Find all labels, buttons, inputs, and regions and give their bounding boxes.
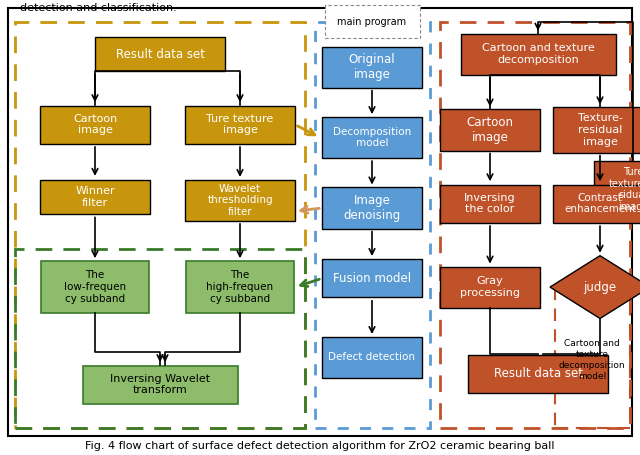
FancyBboxPatch shape — [594, 162, 640, 218]
FancyBboxPatch shape — [552, 107, 640, 153]
FancyBboxPatch shape — [40, 106, 150, 143]
Text: Defect detection: Defect detection — [328, 353, 415, 363]
Text: Gray
processing: Gray processing — [460, 276, 520, 298]
FancyBboxPatch shape — [461, 34, 616, 75]
Text: Wavelet
thresholding
filter: Wavelet thresholding filter — [207, 184, 273, 217]
Text: The
low-frequen
cy subband: The low-frequen cy subband — [64, 270, 126, 303]
FancyBboxPatch shape — [322, 337, 422, 378]
FancyBboxPatch shape — [440, 185, 540, 222]
Text: Fusion model: Fusion model — [333, 272, 411, 285]
Text: Inversing
the color: Inversing the color — [464, 193, 516, 214]
Text: Result data set: Result data set — [115, 48, 205, 61]
Text: Texture-
residual
image: Texture- residual image — [577, 113, 623, 147]
Text: Cartoon
image: Cartoon image — [73, 114, 117, 136]
Text: Winner
filter: Winner filter — [75, 187, 115, 208]
Text: detection and classification.: detection and classification. — [20, 3, 177, 13]
FancyBboxPatch shape — [468, 355, 608, 393]
FancyBboxPatch shape — [322, 117, 422, 158]
Text: Cartoon and
texture
decomposition
model: Cartoon and texture decomposition model — [559, 339, 625, 381]
FancyBboxPatch shape — [552, 185, 640, 222]
Text: The
high-frequen
cy subband: The high-frequen cy subband — [207, 270, 273, 303]
FancyBboxPatch shape — [322, 187, 422, 228]
Polygon shape — [550, 256, 640, 318]
Text: Cartoon and texture
decomposition: Cartoon and texture decomposition — [482, 43, 595, 65]
Text: Cartoon
image: Cartoon image — [467, 116, 513, 144]
FancyBboxPatch shape — [185, 106, 295, 143]
FancyBboxPatch shape — [95, 37, 225, 71]
FancyBboxPatch shape — [83, 366, 237, 404]
Text: Ture
texture-re
sidual
image: Ture texture-re sidual image — [609, 167, 640, 212]
FancyBboxPatch shape — [41, 261, 149, 313]
Text: Original
image: Original image — [349, 53, 396, 81]
Text: Image
denoising: Image denoising — [344, 194, 401, 222]
Text: Fig. 4 flow chart of surface defect detection algorithm for ZrO2 ceramic bearing: Fig. 4 flow chart of surface defect dete… — [85, 441, 555, 451]
FancyBboxPatch shape — [186, 261, 294, 313]
FancyBboxPatch shape — [440, 109, 540, 151]
Text: Decomposition
model: Decomposition model — [333, 127, 411, 148]
FancyBboxPatch shape — [322, 46, 422, 88]
Text: Result data set: Result data set — [493, 367, 582, 380]
Text: main program: main program — [337, 17, 406, 27]
FancyBboxPatch shape — [440, 267, 540, 308]
FancyBboxPatch shape — [325, 5, 420, 38]
FancyBboxPatch shape — [40, 180, 150, 214]
Text: Inversing Wavelet
transform: Inversing Wavelet transform — [110, 374, 210, 395]
Text: Contrast
enhancement: Contrast enhancement — [564, 193, 636, 214]
Text: Ture texture
image: Ture texture image — [206, 114, 274, 136]
FancyBboxPatch shape — [185, 180, 295, 221]
Text: judge: judge — [584, 281, 616, 293]
FancyBboxPatch shape — [322, 259, 422, 298]
